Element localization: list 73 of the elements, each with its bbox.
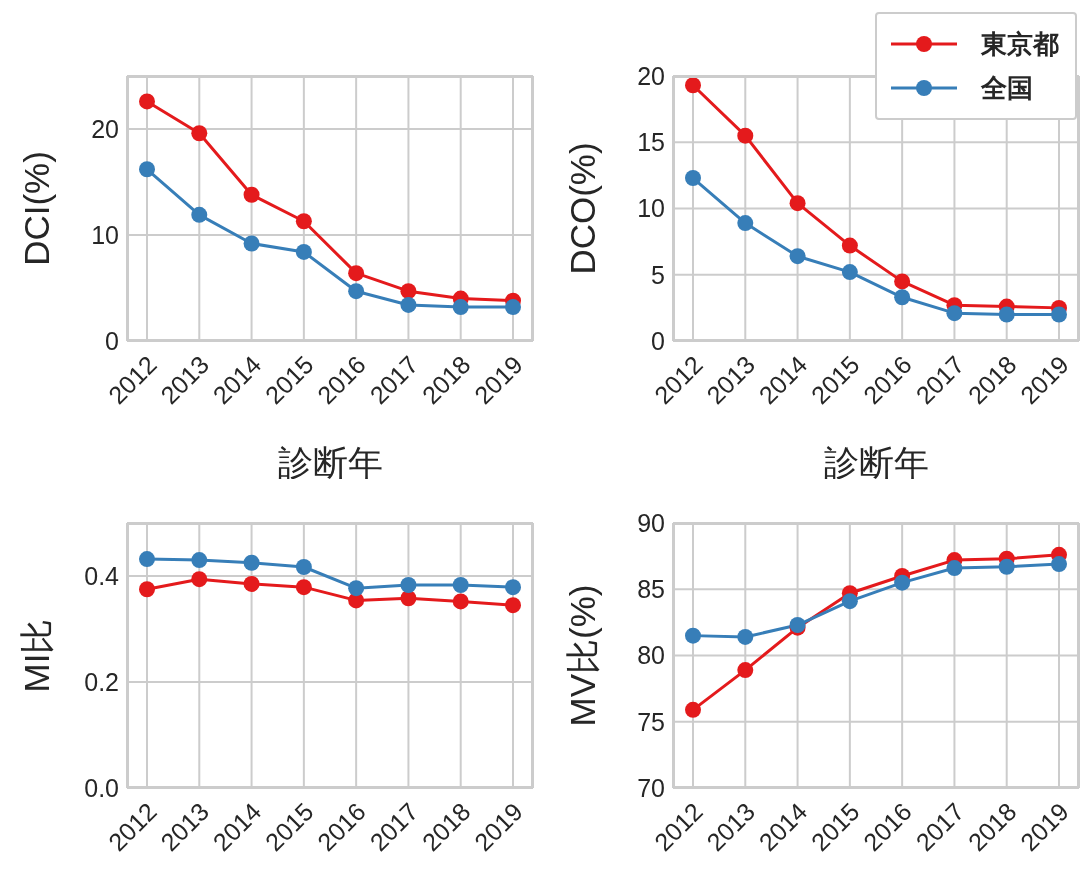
point bbox=[894, 273, 911, 290]
point bbox=[295, 213, 312, 230]
point bbox=[400, 590, 417, 607]
point bbox=[243, 186, 260, 203]
point bbox=[191, 125, 208, 142]
point bbox=[295, 579, 312, 596]
point bbox=[295, 558, 312, 575]
point bbox=[400, 283, 417, 300]
y-tick-label: 20 bbox=[91, 114, 119, 143]
point bbox=[243, 554, 260, 571]
point bbox=[139, 551, 155, 568]
point bbox=[841, 264, 858, 281]
y-tick-label: 0.0 bbox=[84, 773, 119, 802]
point bbox=[894, 289, 911, 306]
legend-label: 東京都 bbox=[981, 27, 1059, 61]
point bbox=[348, 265, 365, 282]
y-tick-label: 20 bbox=[637, 61, 665, 90]
point bbox=[505, 579, 521, 596]
y-tick-label: 80 bbox=[637, 641, 665, 670]
legend-label: 全国 bbox=[981, 71, 1033, 105]
point bbox=[139, 161, 155, 178]
y-tick-label: 10 bbox=[637, 194, 665, 223]
point bbox=[191, 552, 208, 569]
y-tick-label: 90 bbox=[637, 508, 665, 537]
point bbox=[946, 305, 963, 322]
point bbox=[400, 577, 417, 594]
point bbox=[685, 701, 701, 718]
y-tick-label: 0.4 bbox=[84, 561, 120, 590]
point bbox=[243, 575, 260, 592]
point bbox=[841, 237, 858, 254]
point bbox=[452, 299, 469, 316]
point bbox=[452, 577, 469, 594]
y-tick-label: 15 bbox=[637, 128, 665, 157]
point bbox=[737, 127, 754, 144]
y-tick-label: 70 bbox=[637, 773, 665, 802]
point bbox=[998, 558, 1015, 575]
point bbox=[894, 574, 911, 591]
point bbox=[998, 306, 1015, 323]
point bbox=[685, 77, 701, 94]
point bbox=[841, 593, 858, 610]
point bbox=[685, 627, 701, 644]
y-axis-title: DCI(%) bbox=[17, 151, 57, 266]
point bbox=[1051, 556, 1067, 573]
y-tick-label: 0.2 bbox=[84, 667, 119, 696]
y-axis-title: DCO(%) bbox=[563, 142, 603, 275]
point bbox=[348, 580, 365, 597]
y-tick-label: 0 bbox=[651, 326, 665, 355]
point bbox=[505, 299, 521, 316]
point bbox=[737, 628, 754, 645]
y-tick-label: 85 bbox=[637, 575, 665, 604]
point bbox=[139, 581, 155, 598]
point bbox=[348, 283, 365, 300]
point bbox=[737, 215, 754, 232]
point bbox=[505, 597, 521, 614]
point bbox=[295, 243, 312, 260]
y-tick-label: 0 bbox=[105, 326, 119, 355]
y-tick-label: 75 bbox=[637, 707, 665, 736]
point bbox=[400, 296, 417, 313]
y-axis-title: MI比 bbox=[17, 618, 57, 693]
point bbox=[1051, 306, 1067, 323]
point bbox=[685, 170, 701, 187]
point bbox=[452, 593, 469, 610]
y-axis-title: MV比(%) bbox=[563, 584, 603, 727]
point bbox=[789, 248, 806, 265]
point bbox=[737, 662, 754, 679]
point bbox=[191, 571, 208, 588]
point bbox=[139, 93, 155, 110]
point bbox=[789, 195, 806, 212]
point bbox=[191, 206, 208, 223]
point bbox=[243, 235, 260, 252]
point bbox=[946, 560, 963, 577]
y-tick-label: 10 bbox=[91, 220, 119, 249]
y-tick-label: 5 bbox=[651, 260, 665, 289]
